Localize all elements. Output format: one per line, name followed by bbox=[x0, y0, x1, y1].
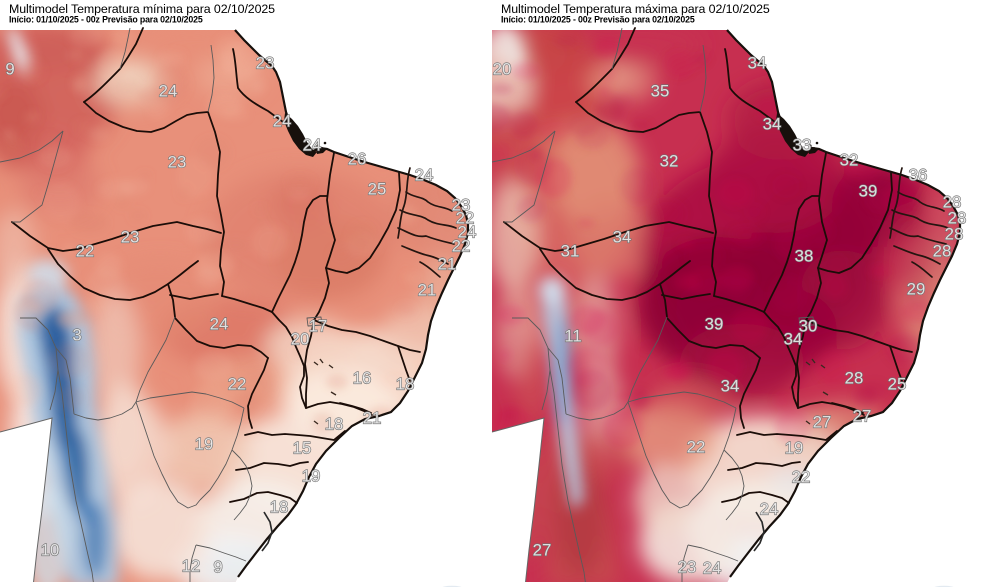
svg-text:19: 19 bbox=[195, 434, 214, 453]
svg-text:32: 32 bbox=[660, 151, 679, 170]
svg-text:34: 34 bbox=[613, 227, 632, 246]
svg-text:34: 34 bbox=[721, 376, 740, 395]
svg-text:39: 39 bbox=[705, 314, 724, 333]
svg-text:34: 34 bbox=[748, 53, 767, 72]
svg-text:30: 30 bbox=[799, 316, 818, 335]
svg-text:22: 22 bbox=[687, 437, 706, 456]
svg-text:24: 24 bbox=[159, 81, 178, 100]
svg-text:16: 16 bbox=[353, 368, 372, 387]
svg-text:18: 18 bbox=[325, 414, 344, 433]
svg-text:36: 36 bbox=[909, 165, 928, 184]
svg-text:19: 19 bbox=[785, 438, 804, 457]
svg-text:22: 22 bbox=[228, 374, 247, 393]
svg-text:34: 34 bbox=[763, 114, 782, 133]
svg-text:Multimodel Temperatura máxima: Multimodel Temperatura máxima para 02/10… bbox=[501, 2, 770, 16]
svg-text:17: 17 bbox=[309, 316, 328, 335]
svg-text:24: 24 bbox=[415, 165, 434, 184]
svg-text:21: 21 bbox=[438, 254, 457, 273]
svg-text:28: 28 bbox=[845, 368, 864, 387]
svg-text:3: 3 bbox=[72, 325, 81, 344]
svg-text:22: 22 bbox=[76, 241, 95, 260]
svg-text:21: 21 bbox=[363, 408, 382, 427]
svg-text:38: 38 bbox=[795, 246, 814, 265]
svg-text:25: 25 bbox=[888, 374, 907, 393]
svg-text:29: 29 bbox=[907, 279, 926, 298]
svg-text:33: 33 bbox=[793, 135, 812, 154]
svg-text:34: 34 bbox=[784, 329, 803, 348]
svg-text:23: 23 bbox=[121, 227, 140, 246]
svg-text:11: 11 bbox=[564, 326, 581, 345]
svg-text:15: 15 bbox=[293, 438, 312, 457]
svg-text:35: 35 bbox=[651, 81, 670, 100]
svg-text:24: 24 bbox=[703, 558, 722, 577]
svg-text:23: 23 bbox=[168, 152, 187, 171]
svg-text:20: 20 bbox=[493, 59, 512, 78]
svg-text:27: 27 bbox=[533, 540, 552, 559]
svg-text:26: 26 bbox=[348, 149, 367, 168]
svg-text:31: 31 bbox=[561, 241, 580, 260]
svg-text:18: 18 bbox=[270, 497, 289, 516]
svg-text:21: 21 bbox=[418, 280, 437, 299]
svg-text:9: 9 bbox=[5, 59, 14, 78]
svg-text:12: 12 bbox=[182, 556, 201, 575]
svg-text:32: 32 bbox=[840, 150, 859, 169]
svg-text:22: 22 bbox=[452, 236, 471, 255]
svg-text:24: 24 bbox=[273, 111, 292, 130]
svg-text:23: 23 bbox=[678, 557, 697, 576]
svg-text:Início: 01/10/2025 - 00z Prev: Início: 01/10/2025 - 00z Previsão para 0… bbox=[501, 15, 695, 25]
svg-text:9: 9 bbox=[213, 557, 222, 576]
svg-text:24: 24 bbox=[760, 499, 779, 518]
svg-text:23: 23 bbox=[256, 53, 275, 72]
svg-text:24: 24 bbox=[458, 222, 477, 241]
svg-text:27: 27 bbox=[853, 406, 872, 425]
svg-text:20: 20 bbox=[291, 329, 310, 348]
svg-text:28: 28 bbox=[933, 241, 952, 260]
svg-text:24: 24 bbox=[303, 135, 322, 154]
svg-text:28: 28 bbox=[948, 208, 967, 227]
svg-text:39: 39 bbox=[859, 181, 878, 200]
svg-text:27: 27 bbox=[813, 412, 832, 431]
svg-text:18: 18 bbox=[396, 374, 415, 393]
svg-text:28: 28 bbox=[945, 224, 964, 243]
svg-text:28: 28 bbox=[943, 192, 962, 211]
svg-text:22: 22 bbox=[456, 208, 475, 227]
svg-text:19: 19 bbox=[302, 466, 321, 485]
svg-text:24: 24 bbox=[210, 314, 229, 333]
svg-text:Multimodel Temperatura mínima: Multimodel Temperatura mínima para 02/10… bbox=[9, 2, 275, 16]
svg-text:10: 10 bbox=[41, 540, 60, 559]
svg-text:Início: 01/10/2025 - 00z Prev: Início: 01/10/2025 - 00z Previsão para 0… bbox=[9, 15, 203, 25]
svg-text:23: 23 bbox=[452, 195, 471, 214]
svg-text:22: 22 bbox=[792, 467, 811, 486]
svg-text:25: 25 bbox=[368, 179, 387, 198]
